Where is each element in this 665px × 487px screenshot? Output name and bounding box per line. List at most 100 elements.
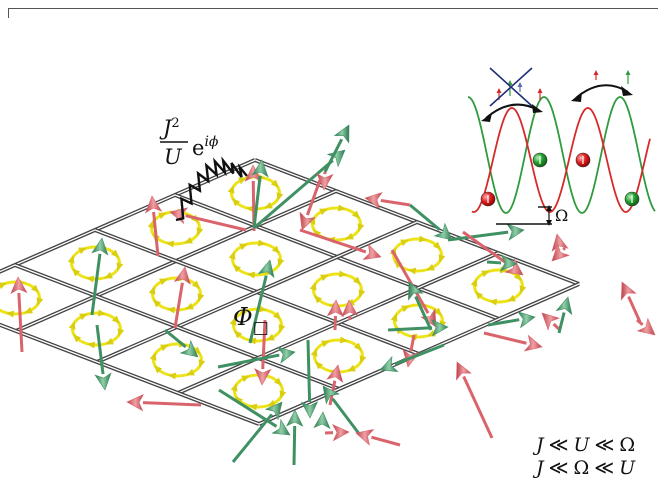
spin-arrow-icon	[551, 233, 569, 252]
loop-arrow-head	[186, 368, 195, 376]
offset-arrow-up	[546, 205, 552, 211]
spin-arrow-icon	[248, 259, 275, 344]
swap-arrow-icon	[485, 103, 539, 119]
current-loop-icon	[312, 272, 363, 308]
loop-arrow-head	[104, 271, 113, 279]
spin-arrow-icon	[387, 319, 449, 337]
current-loop-icon	[152, 342, 203, 378]
loop-arrow-head	[276, 192, 284, 201]
red-lattice-potential	[471, 107, 651, 213]
loop-arrow-head	[277, 258, 285, 267]
spin-arrow-icon	[326, 299, 345, 331]
crossed-out-process	[489, 67, 533, 107]
inset-spin-head	[496, 88, 502, 93]
flux-subscript: □	[253, 318, 269, 338]
spin-arrows	[10, 124, 656, 466]
svg-text:J2: J2	[159, 116, 180, 140]
spin-arrow-icon	[355, 429, 401, 447]
current-loop-icon	[473, 268, 524, 304]
loop-arrow-head	[352, 276, 362, 285]
spin-arrow-icon	[324, 424, 350, 442]
double-well-inset: Ω	[467, 67, 656, 226]
loop-arrow-head	[111, 315, 121, 324]
swap-arrow-head-left	[481, 113, 492, 122]
loop-arrow-head	[71, 268, 81, 277]
loop-arrow-head	[191, 280, 201, 289]
regime-conditions: J ≪ U ≪ Ω J ≪ Ω ≪ U	[532, 434, 636, 479]
swap-arrow-head-left	[571, 92, 582, 102]
loop-arrow-head	[271, 245, 281, 254]
inset-spins	[496, 70, 631, 100]
spin-arrow-icon	[217, 346, 296, 369]
loop-arrow-head	[438, 254, 446, 263]
spin-arrow-icon	[299, 228, 382, 260]
loop-arrow-head	[338, 270, 348, 278]
loop-arrow-head	[519, 285, 527, 294]
loop-arrow-head	[313, 295, 323, 304]
loop-arrow-head	[264, 201, 273, 209]
loop-arrow-head	[185, 302, 194, 310]
loop-arrow-head	[245, 205, 255, 213]
loop-arrow-head	[147, 220, 155, 229]
spin-arrow-icon	[300, 339, 319, 419]
loop-arrow-head	[166, 306, 176, 314]
loop-arrow-head	[474, 291, 484, 300]
loop-arrow-head	[258, 305, 268, 313]
loop-arrow-head	[233, 330, 243, 339]
loop-arrow-head	[230, 383, 238, 392]
spin-arrow-icon	[164, 328, 199, 358]
loop-arrow-head	[393, 260, 403, 269]
loop-arrow-head	[257, 239, 267, 247]
hopping-numerator-sup: 2	[171, 116, 179, 131]
loop-arrow-head	[5, 310, 15, 318]
loop-arrow-head	[24, 306, 33, 314]
loop-arrow-head	[116, 262, 124, 271]
spin-arrow-icon	[94, 324, 112, 391]
loop-arrow-head	[418, 235, 428, 243]
loop-arrow-head	[345, 232, 354, 240]
loop-arrow-head	[359, 355, 367, 364]
loop-arrow-head	[30, 284, 40, 293]
spin-arrow-icon	[379, 343, 445, 373]
hopping-amplitude-label: J2 U eiϕ	[159, 116, 219, 169]
plaquette-flux-label: Φ□	[233, 303, 269, 338]
lattice-bond-inner	[0, 324, 260, 425]
loop-arrow-head	[110, 249, 120, 258]
hopping-numerator: J	[159, 116, 173, 140]
loop-arrow-head	[227, 185, 235, 194]
loop-arrow-head	[240, 309, 249, 317]
loop-arrow-head	[347, 364, 356, 372]
inset-spin-head	[517, 82, 523, 87]
loop-arrow-head	[97, 309, 107, 317]
loop-arrow-head	[197, 293, 205, 302]
loop-arrow-head	[390, 313, 398, 322]
loop-arrow-head	[426, 263, 435, 271]
regime-1: J ≪ U ≪ Ω	[532, 434, 635, 456]
spin-arrow-icon	[408, 281, 433, 331]
spin-arrow-icon	[555, 296, 573, 334]
current-loop-icon	[233, 373, 284, 409]
spin-arrow-icon	[462, 230, 524, 276]
svg-text:eiϕ: eiϕ	[192, 134, 219, 160]
loop-arrow-head	[165, 240, 175, 248]
spin-arrow-icon	[254, 319, 272, 386]
loop-arrow-head	[407, 267, 417, 275]
spin-arrow-icon	[231, 401, 283, 463]
loop-arrow-head	[229, 317, 237, 326]
loop-arrow-head	[358, 289, 366, 298]
loop-arrow-head	[248, 403, 258, 411]
loop-arrow-head	[513, 272, 523, 281]
loop-arrow-head	[238, 177, 247, 185]
spin-arrow-icon	[447, 223, 525, 242]
loop-arrow-head	[105, 337, 114, 345]
inset-spin-head	[537, 88, 543, 93]
frame-left-tick	[8, 8, 9, 18]
loop-arrow-head	[267, 399, 276, 407]
loop-arrow-head	[148, 286, 156, 295]
spin-arrow-icon	[486, 254, 518, 272]
spin-arrow-icon	[145, 195, 163, 257]
spin-arrow-icon	[316, 171, 334, 191]
spin-arrow-icon	[313, 411, 331, 430]
loop-arrow-head	[72, 334, 82, 343]
loop-arrow-head	[400, 239, 409, 247]
